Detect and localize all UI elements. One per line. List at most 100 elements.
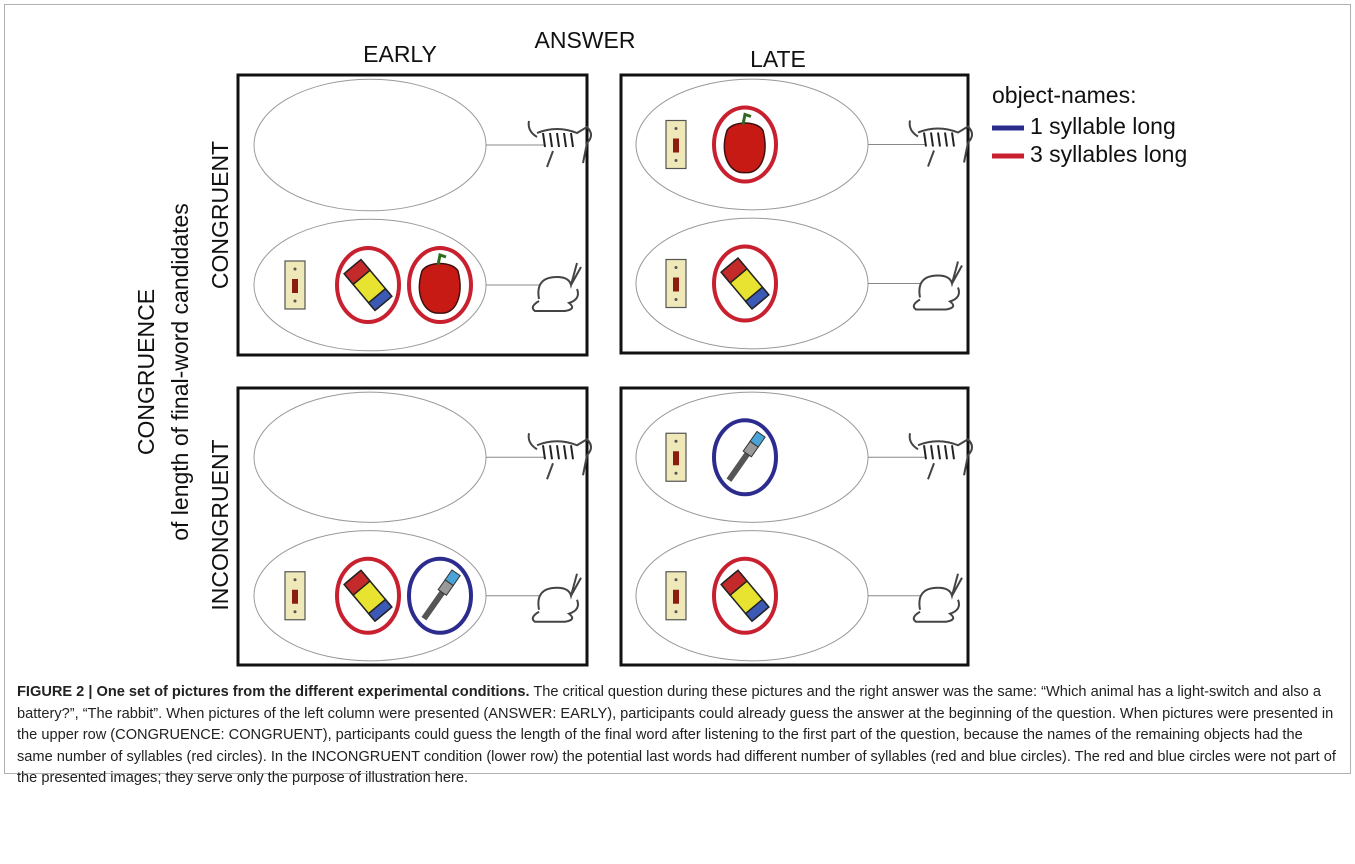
battery-cap [720,569,749,597]
brush-handle [726,452,750,482]
tiger-stripe [937,445,941,460]
battery [343,569,393,623]
figure: ANSWER EARLY LATE CONGRUENCE of length o… [133,27,1187,667]
switch-screw [674,439,678,443]
highlight-circle [712,244,778,323]
tiger-stripe [549,132,553,148]
legend-label: 3 syllables long [1030,141,1187,167]
highlight-circle [335,556,401,635]
highlight-circle [407,556,473,635]
brush-bristles [444,569,461,587]
switch-toggle [673,277,679,292]
tiger-stripe [542,132,546,148]
rabbit-body [912,573,963,623]
battery [720,569,770,623]
light-switch [284,260,306,310]
tiger-stripe [542,445,546,460]
row-label: CONGRUENT [207,141,233,289]
legend-title: object-names: [992,82,1136,108]
rabbit [531,573,582,623]
tiger-stripe [951,132,955,147]
highlight-circle [712,105,778,184]
battery-cap [343,258,372,286]
light-switch [665,432,687,482]
switch-screw [674,471,678,475]
tiger-stripe [556,445,560,460]
switch-screw [674,298,678,301]
switch-screw [674,159,678,162]
brush [421,569,461,621]
row-header: CONGRUENCE [133,289,159,455]
tiger-stripe [944,445,948,460]
tiger-stripe [930,132,934,147]
switch-screw [674,127,678,130]
brush-handle [421,590,445,621]
light-switch [665,571,687,621]
tiger-stripe [563,132,567,148]
column-header: ANSWER [535,27,636,53]
tiger-stripe [930,445,934,460]
pepper [418,262,461,314]
caption: FIGURE 2 | One set of pictures from the … [17,682,1339,790]
rabbit [912,261,963,311]
legend-label: 1 syllable long [1030,113,1176,139]
tiger-stripe [549,445,553,460]
row-label: INCONGRUENT [207,439,233,610]
switch-screw [293,578,297,582]
highlight-circle [335,246,401,324]
tiger [527,433,592,480]
column-label: LATE [750,46,806,72]
panel [619,386,970,667]
switch-toggle [292,279,298,293]
tiger-stripe [570,132,574,148]
tiger-stripe [923,445,927,460]
tiger-stripe [951,445,955,460]
panel [619,73,970,355]
rabbit [531,262,582,312]
tiger [908,433,973,480]
pepper-stem [436,253,447,266]
battery [720,256,770,311]
column-label: EARLY [363,41,437,67]
switch-screw [674,578,678,582]
battery-cap [720,256,749,284]
caption-label: FIGURE 2 | One set of pictures from the … [17,684,530,700]
highlight-circle [407,246,473,324]
tiger [908,120,973,167]
figure-frame [4,4,1351,774]
switch-screw [293,267,297,271]
battery-base [367,287,393,312]
pepper [723,122,766,174]
rabbit-body [531,573,582,623]
battery [343,258,393,312]
caption-text: The critical question during these pictu… [17,684,1336,786]
tiger-stripe [937,132,941,147]
switch-screw [674,266,678,269]
battery-base [744,598,770,623]
rabbit [912,573,963,623]
switch-screw [674,610,678,614]
highlight-circle [712,556,778,635]
row-subheader: of length of final-word candidates [167,203,193,541]
switch-screw [293,299,297,303]
battery-base [744,286,770,311]
tiger [527,120,592,168]
switch-toggle [292,589,298,604]
tiger-stripe [556,132,560,148]
tiger-stripe [923,132,927,147]
tiger-stripe [944,132,948,147]
panel [236,73,589,357]
battery-base [367,598,393,623]
tiger-stripe [570,445,574,460]
switch-toggle [673,589,679,604]
brush [726,430,766,482]
tiger-body [908,433,973,480]
tiger-body [527,120,592,168]
tiger-stripe [563,445,567,460]
rabbit-body [531,262,582,312]
pepper-stem [741,112,752,125]
light-switch [665,258,687,309]
tiger-body [908,120,973,167]
light-switch [665,119,687,170]
light-switch [284,571,306,621]
